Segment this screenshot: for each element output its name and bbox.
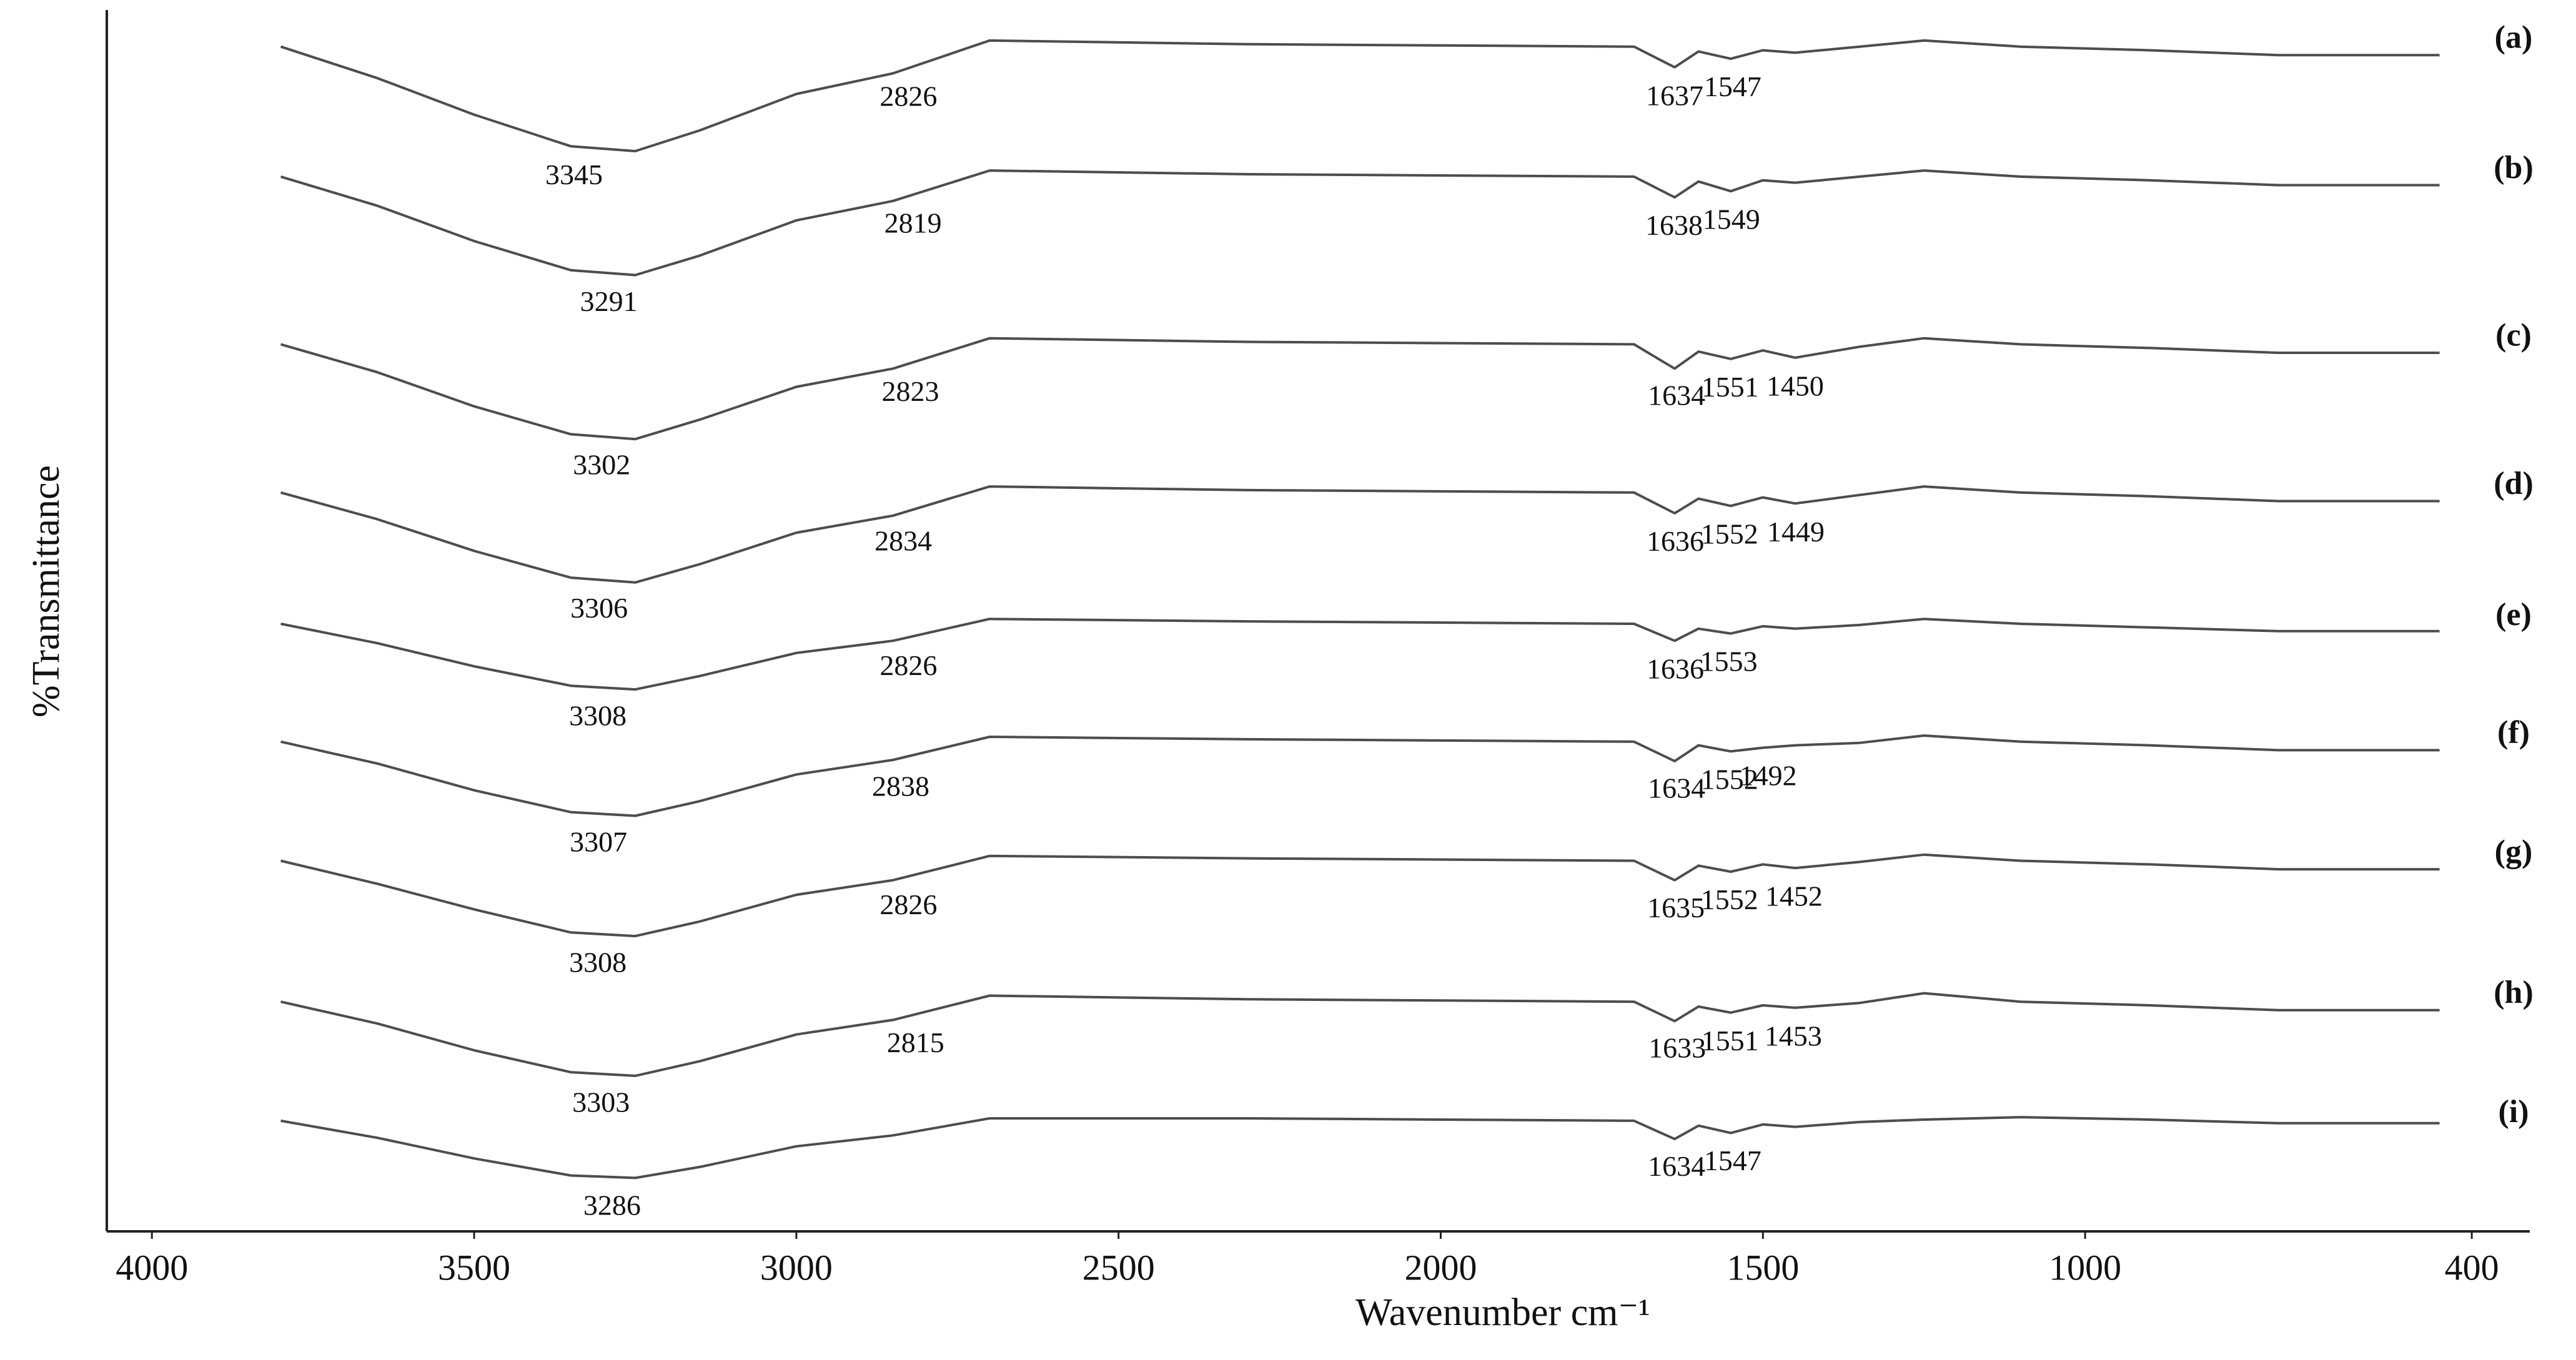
peak-label: 3286 xyxy=(583,1190,641,1221)
peak-label: 1547 xyxy=(1704,71,1761,102)
peak-label: 3291 xyxy=(580,285,638,317)
series-label: (g) xyxy=(2495,834,2533,869)
peak-label: 3308 xyxy=(569,699,627,731)
peak-label: 2823 xyxy=(881,375,939,407)
peak-label: 1551 xyxy=(1702,1025,1759,1057)
peak-label: 1449 xyxy=(1767,516,1825,548)
peak-label: 2826 xyxy=(879,889,937,920)
x-tick-label: 4000 xyxy=(116,1247,188,1288)
peak-label: 3345 xyxy=(545,159,603,190)
spectrum-line xyxy=(280,169,2440,277)
peak-label: 1453 xyxy=(1765,1020,1822,1052)
peak-label: 1450 xyxy=(1766,370,1824,402)
peak-label: 3302 xyxy=(573,449,630,481)
peak-label: 1552 xyxy=(1701,884,1758,915)
peak-label: 1634 xyxy=(1648,772,1705,804)
peak-label: 1551 xyxy=(1702,371,1759,403)
peak-label: 2826 xyxy=(879,81,937,112)
peak-label: 2838 xyxy=(872,771,929,802)
peak-label: 1553 xyxy=(1700,646,1758,678)
spectrum-line xyxy=(280,992,2440,1077)
series-label: (h) xyxy=(2494,975,2534,1010)
peak-label: 1552 xyxy=(1701,764,1758,796)
x-tick-label: 2000 xyxy=(1405,1247,1477,1288)
peak-label: 1636 xyxy=(1647,653,1704,684)
peak-label: 1635 xyxy=(1647,892,1705,924)
series-label: (f) xyxy=(2497,715,2530,751)
peak-label: 3307 xyxy=(570,826,627,858)
peak-label: 1549 xyxy=(1703,203,1760,235)
peak-label: 3303 xyxy=(572,1086,630,1118)
series-label: (d) xyxy=(2494,466,2534,501)
spectrum-line xyxy=(280,853,2440,938)
peak-label: 1634 xyxy=(1648,380,1705,411)
x-tick-label: 1000 xyxy=(2049,1247,2121,1288)
x-tick-label: 2500 xyxy=(1082,1247,1155,1288)
spectrum-line xyxy=(280,337,2440,441)
peak-label: 2834 xyxy=(874,525,932,556)
peak-label: 2826 xyxy=(879,649,937,681)
spectrum-line xyxy=(280,39,2440,152)
series-label: (b) xyxy=(2494,150,2534,185)
spectrum-line xyxy=(280,618,2440,691)
y-axis-title: %Transmittance xyxy=(25,465,67,717)
x-tick-label: 3000 xyxy=(760,1247,833,1288)
peak-label: 2819 xyxy=(884,207,942,239)
peak-label: 1634 xyxy=(1648,1150,1705,1182)
peak-label: 1452 xyxy=(1765,880,1823,912)
peak-label: 3306 xyxy=(570,592,628,624)
spectrum-line xyxy=(280,1116,2440,1180)
peak-label: 1636 xyxy=(1647,525,1704,557)
spectrum-line xyxy=(280,485,2440,584)
x-tick-label: 3500 xyxy=(438,1247,510,1288)
series-label: (e) xyxy=(2495,597,2532,633)
x-tick-label: 400 xyxy=(2445,1247,2499,1288)
peak-label: 1637 xyxy=(1646,79,1703,111)
peak-label: 1638 xyxy=(1645,209,1703,241)
x-axis-title: Wavenumber cm⁻¹ xyxy=(1355,1291,1650,1334)
series-label: (a) xyxy=(2495,20,2533,56)
peak-label: 2815 xyxy=(887,1027,944,1058)
peak-label: 3308 xyxy=(569,946,627,978)
peak-label: 1547 xyxy=(1704,1145,1761,1176)
series-label: (i) xyxy=(2498,1094,2529,1130)
spectrum-line xyxy=(280,734,2440,817)
x-tick-label: 1500 xyxy=(1726,1247,1799,1288)
series-label: (c) xyxy=(2495,317,2532,353)
peak-label: 1552 xyxy=(1701,518,1758,549)
peak-label: 1633 xyxy=(1648,1032,1706,1063)
peak-label: 1492 xyxy=(1740,759,1797,791)
